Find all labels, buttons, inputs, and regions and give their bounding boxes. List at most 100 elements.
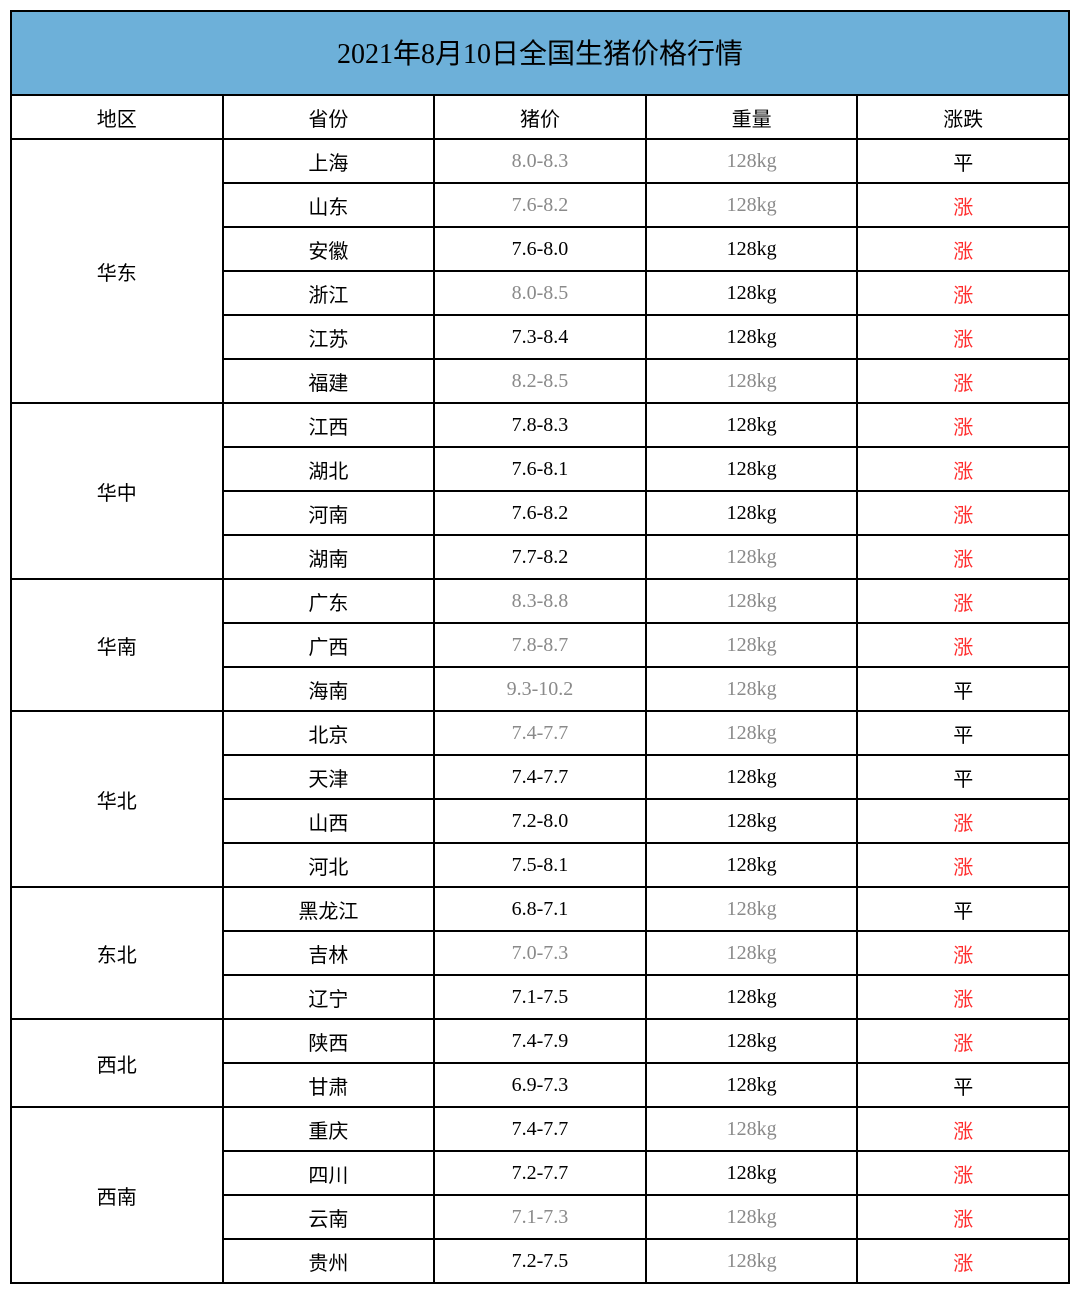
weight-cell: 128kg (646, 975, 858, 1019)
trend-cell: 涨 (857, 579, 1069, 623)
table-row: 华中江西7.8-8.3128kg涨 (11, 403, 1069, 447)
trend-cell: 平 (857, 139, 1069, 183)
price-cell: 7.4-7.7 (434, 755, 646, 799)
weight-cell: 128kg (646, 535, 858, 579)
province-cell: 湖南 (223, 535, 435, 579)
trend-cell: 涨 (857, 1019, 1069, 1063)
price-cell: 6.9-7.3 (434, 1063, 646, 1107)
col-region: 地区 (11, 95, 223, 139)
price-cell: 7.4-7.9 (434, 1019, 646, 1063)
price-cell: 8.0-8.5 (434, 271, 646, 315)
price-cell: 9.3-10.2 (434, 667, 646, 711)
table-body: 华东上海8.0-8.3128kg平山东7.6-8.2128kg涨安徽7.6-8.… (11, 139, 1069, 1283)
trend-cell: 涨 (857, 491, 1069, 535)
weight-cell: 128kg (646, 799, 858, 843)
region-cell: 东北 (11, 887, 223, 1019)
weight-cell: 128kg (646, 1151, 858, 1195)
table-row: 西北陕西7.4-7.9128kg涨 (11, 1019, 1069, 1063)
region-cell: 华中 (11, 403, 223, 579)
province-cell: 重庆 (223, 1107, 435, 1151)
weight-cell: 128kg (646, 315, 858, 359)
province-cell: 山西 (223, 799, 435, 843)
weight-cell: 128kg (646, 667, 858, 711)
col-province: 省份 (223, 95, 435, 139)
table-row: 西南重庆7.4-7.7128kg涨 (11, 1107, 1069, 1151)
table-container: 2021年8月10日全国生猪价格行情 地区 省份 猪价 重量 涨跌 华东上海8.… (10, 10, 1070, 1284)
province-cell: 甘肃 (223, 1063, 435, 1107)
price-cell: 7.8-8.7 (434, 623, 646, 667)
province-cell: 山东 (223, 183, 435, 227)
weight-cell: 128kg (646, 711, 858, 755)
weight-cell: 128kg (646, 271, 858, 315)
price-cell: 7.0-7.3 (434, 931, 646, 975)
weight-cell: 128kg (646, 755, 858, 799)
price-cell: 7.4-7.7 (434, 1107, 646, 1151)
region-cell: 华南 (11, 579, 223, 711)
trend-cell: 涨 (857, 1107, 1069, 1151)
price-cell: 8.0-8.3 (434, 139, 646, 183)
price-cell: 7.3-8.4 (434, 315, 646, 359)
trend-cell: 涨 (857, 403, 1069, 447)
price-cell: 7.4-7.7 (434, 711, 646, 755)
trend-cell: 涨 (857, 931, 1069, 975)
price-cell: 7.2-7.7 (434, 1151, 646, 1195)
province-cell: 吉林 (223, 931, 435, 975)
trend-cell: 平 (857, 887, 1069, 931)
province-cell: 河南 (223, 491, 435, 535)
province-cell: 海南 (223, 667, 435, 711)
price-cell: 7.5-8.1 (434, 843, 646, 887)
price-cell: 7.7-8.2 (434, 535, 646, 579)
trend-cell: 涨 (857, 227, 1069, 271)
weight-cell: 128kg (646, 1107, 858, 1151)
province-cell: 广西 (223, 623, 435, 667)
weight-cell: 128kg (646, 1019, 858, 1063)
price-cell: 8.3-8.8 (434, 579, 646, 623)
weight-cell: 128kg (646, 1239, 858, 1283)
price-cell: 7.2-7.5 (434, 1239, 646, 1283)
province-cell: 河北 (223, 843, 435, 887)
price-cell: 7.6-8.2 (434, 183, 646, 227)
price-cell: 7.1-7.5 (434, 975, 646, 1019)
table-header: 地区 省份 猪价 重量 涨跌 (11, 95, 1069, 139)
trend-cell: 平 (857, 667, 1069, 711)
weight-cell: 128kg (646, 1195, 858, 1239)
province-cell: 湖北 (223, 447, 435, 491)
province-cell: 贵州 (223, 1239, 435, 1283)
province-cell: 福建 (223, 359, 435, 403)
trend-cell: 平 (857, 1063, 1069, 1107)
province-cell: 上海 (223, 139, 435, 183)
province-cell: 广东 (223, 579, 435, 623)
table-row: 华南广东8.3-8.8128kg涨 (11, 579, 1069, 623)
province-cell: 辽宁 (223, 975, 435, 1019)
weight-cell: 128kg (646, 227, 858, 271)
weight-cell: 128kg (646, 579, 858, 623)
weight-cell: 128kg (646, 139, 858, 183)
price-cell: 7.6-8.0 (434, 227, 646, 271)
province-cell: 云南 (223, 1195, 435, 1239)
trend-cell: 涨 (857, 315, 1069, 359)
price-cell: 7.6-8.1 (434, 447, 646, 491)
price-cell: 7.1-7.3 (434, 1195, 646, 1239)
province-cell: 江西 (223, 403, 435, 447)
weight-cell: 128kg (646, 1063, 858, 1107)
trend-cell: 涨 (857, 447, 1069, 491)
trend-cell: 涨 (857, 1151, 1069, 1195)
price-cell: 6.8-7.1 (434, 887, 646, 931)
trend-cell: 涨 (857, 1195, 1069, 1239)
region-cell: 华东 (11, 139, 223, 403)
price-cell: 8.2-8.5 (434, 359, 646, 403)
table-row: 华东上海8.0-8.3128kg平 (11, 139, 1069, 183)
province-cell: 黑龙江 (223, 887, 435, 931)
table-row: 东北黑龙江6.8-7.1128kg平 (11, 887, 1069, 931)
trend-cell: 涨 (857, 799, 1069, 843)
page-title: 2021年8月10日全国生猪价格行情 (10, 10, 1070, 94)
col-price: 猪价 (434, 95, 646, 139)
trend-cell: 涨 (857, 359, 1069, 403)
weight-cell: 128kg (646, 887, 858, 931)
trend-cell: 涨 (857, 183, 1069, 227)
trend-cell: 涨 (857, 975, 1069, 1019)
trend-cell: 涨 (857, 623, 1069, 667)
weight-cell: 128kg (646, 359, 858, 403)
trend-cell: 涨 (857, 843, 1069, 887)
price-table: 地区 省份 猪价 重量 涨跌 华东上海8.0-8.3128kg平山东7.6-8.… (10, 94, 1070, 1284)
